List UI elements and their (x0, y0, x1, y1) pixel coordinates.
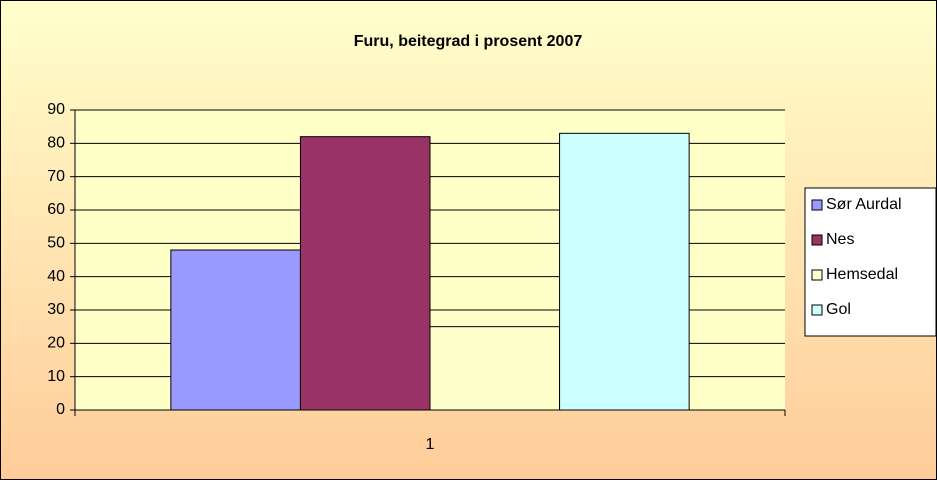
y-tick-label: 70 (47, 168, 65, 185)
y-tick-label: 60 (47, 201, 65, 218)
bar (299, 136, 431, 411)
legend-label: Nes (826, 231, 854, 248)
y-tick-label: 90 (47, 101, 65, 118)
chart-title: Furu, beitegrad i prosent 2007 (354, 33, 583, 50)
bar (429, 326, 561, 411)
y-tick-label: 80 (47, 135, 65, 152)
legend-swatch (811, 269, 823, 281)
legend-swatch (811, 234, 823, 246)
bar (170, 249, 301, 411)
legend-label: Sør Aurdal (826, 196, 902, 213)
bar (559, 132, 690, 411)
y-tick-label: 10 (47, 368, 65, 385)
y-tick-label: 20 (47, 335, 65, 352)
legend-swatch (811, 199, 823, 211)
y-tick-label: 30 (47, 301, 65, 318)
legend-box (804, 187, 937, 337)
y-tick-label: 0 (56, 401, 65, 418)
legend-label: Gol (826, 301, 851, 318)
y-tick-label: 40 (47, 268, 65, 285)
legend-label: Hemsedal (826, 266, 898, 283)
legend-swatch (811, 304, 823, 316)
x-tick-label: 1 (426, 436, 435, 453)
y-tick-label: 50 (47, 235, 65, 252)
